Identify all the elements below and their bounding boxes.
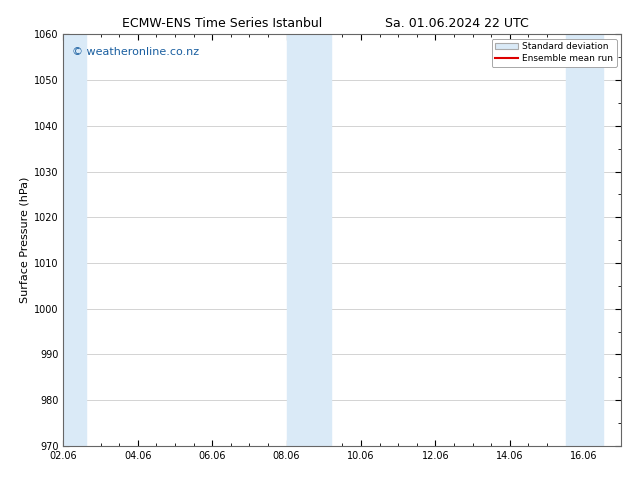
Text: Sa. 01.06.2024 22 UTC: Sa. 01.06.2024 22 UTC xyxy=(385,17,528,30)
Y-axis label: Surface Pressure (hPa): Surface Pressure (hPa) xyxy=(20,177,30,303)
Text: ECMW-ENS Time Series Istanbul: ECMW-ENS Time Series Istanbul xyxy=(122,17,322,30)
Bar xyxy=(287,34,331,446)
Bar xyxy=(566,34,603,446)
Text: © weatheronline.co.nz: © weatheronline.co.nz xyxy=(72,47,199,57)
Bar xyxy=(63,34,86,446)
Legend: Standard deviation, Ensemble mean run: Standard deviation, Ensemble mean run xyxy=(491,39,617,67)
